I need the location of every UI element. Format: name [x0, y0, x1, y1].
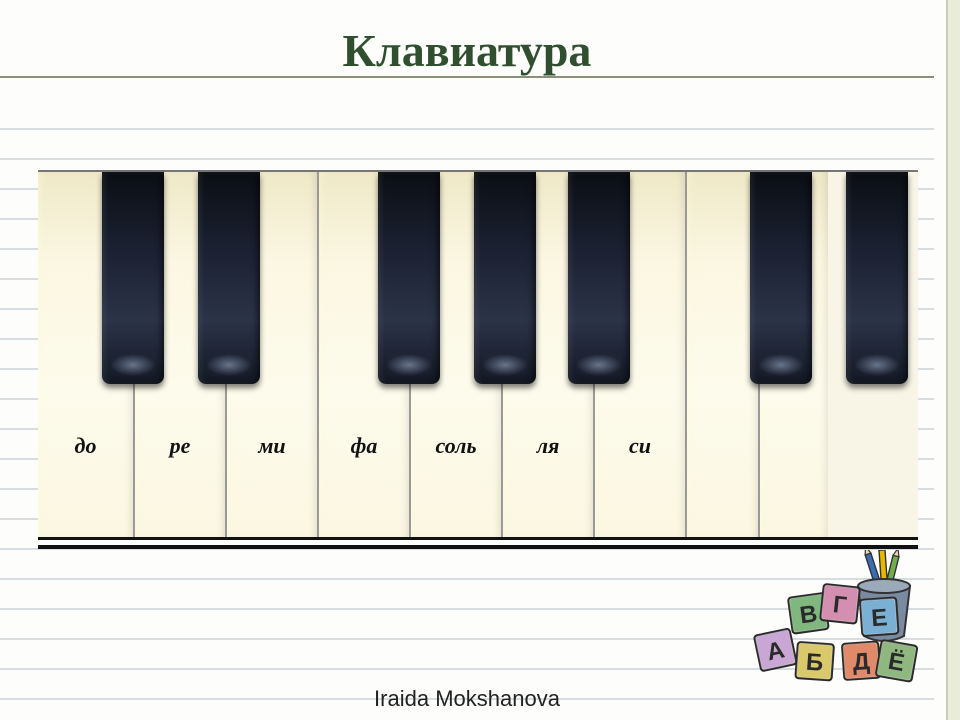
white-key-0: до [38, 172, 133, 537]
alphabet-clipart: ВГЕАБДЁ [750, 550, 920, 690]
piano-keyboard: доремифасольляси [38, 170, 918, 540]
author-credit: Iraida Mokshanova [0, 686, 934, 712]
white-key-8 [758, 172, 828, 537]
white-key-2: ми [225, 172, 317, 537]
svg-text:Д: Д [852, 648, 871, 676]
white-key-4: соль [409, 172, 501, 537]
slide-root: Клавиатура доремифасольляси ВГЕАБДЁ Irai… [0, 0, 960, 720]
white-key-3: фа [317, 172, 409, 537]
keyboard-baseline [38, 545, 918, 549]
white-key-5: ля [501, 172, 593, 537]
note-label: фа [319, 433, 409, 459]
white-key-1: ре [133, 172, 225, 537]
note-label: ре [135, 433, 225, 459]
note-label: соль [411, 433, 501, 459]
white-key-7 [685, 172, 758, 537]
paper-area: Клавиатура доремифасольляси ВГЕАБДЁ Irai… [0, 0, 948, 720]
svg-text:Е: Е [870, 604, 888, 632]
white-key-6: си [593, 172, 685, 537]
note-label: ля [503, 433, 593, 459]
note-label: ми [227, 433, 317, 459]
page-title: Клавиатура [0, 24, 934, 77]
svg-text:Б: Б [805, 649, 824, 677]
white-keys-row: доремифасольляси [38, 172, 918, 537]
note-label: до [38, 433, 133, 459]
note-label: си [595, 433, 685, 459]
